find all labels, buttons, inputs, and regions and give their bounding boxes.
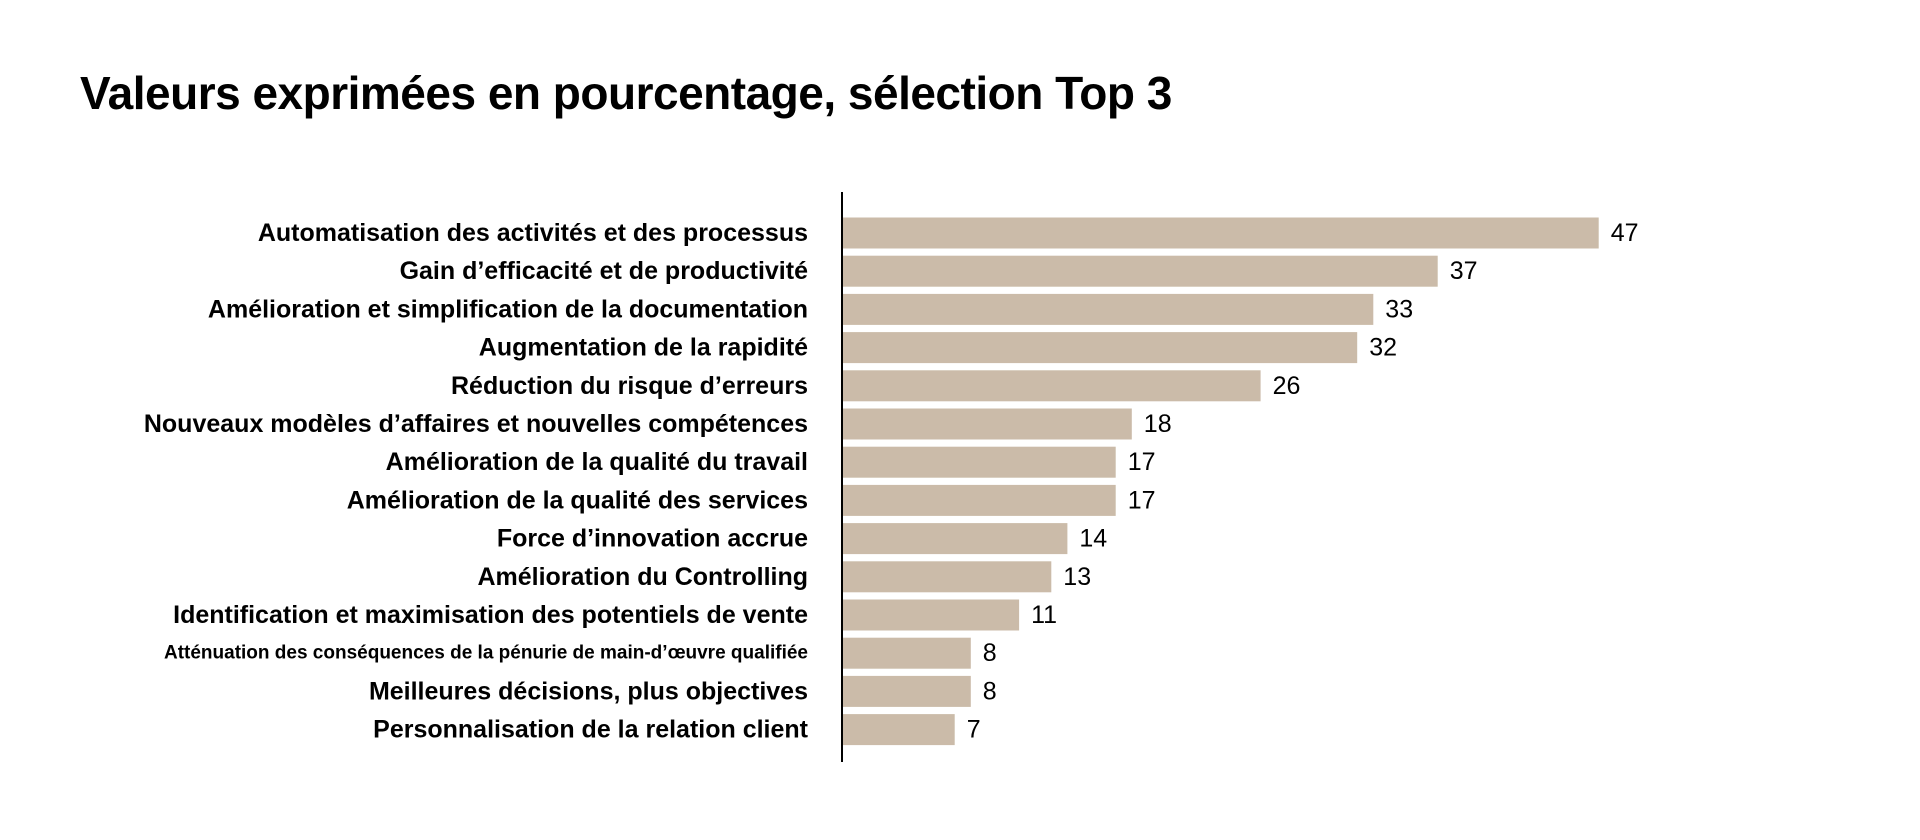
- category-labels-group: Automatisation des activités et des proc…: [144, 219, 809, 744]
- category-label: Personnalisation de la relation client: [373, 716, 809, 744]
- bar: [842, 714, 955, 746]
- bar: [842, 637, 971, 669]
- category-label: Amélioration et simplification de la doc…: [208, 295, 808, 323]
- category-label: Automatisation des activités et des proc…: [258, 219, 808, 247]
- bar: [842, 217, 1599, 249]
- bar: [842, 561, 1052, 593]
- category-label: Meilleures décisions, plus objectives: [369, 677, 808, 705]
- bar: [842, 446, 1116, 478]
- value-label: 32: [1369, 334, 1397, 362]
- bar: [842, 408, 1132, 440]
- category-label: Force d’innovation accrue: [497, 525, 808, 553]
- bar: [842, 484, 1116, 516]
- value-label: 8: [983, 639, 997, 667]
- bar: [842, 675, 971, 707]
- category-label: Nouveaux modèles d’affaires et nouvelles…: [144, 410, 808, 438]
- bar: [842, 293, 1374, 325]
- bar: [842, 370, 1261, 402]
- bar: [842, 332, 1358, 364]
- category-label: Gain d’efficacité et de productivité: [400, 257, 809, 285]
- value-label: 17: [1128, 486, 1156, 514]
- category-label: Réduction du risque d’erreurs: [451, 372, 808, 400]
- value-label: 7: [967, 716, 981, 744]
- value-label: 11: [1031, 601, 1057, 629]
- bar: [842, 255, 1438, 287]
- value-label: 8: [983, 677, 997, 705]
- category-label: Augmentation de la rapidité: [479, 334, 808, 362]
- value-label: 14: [1079, 525, 1107, 553]
- value-label: 33: [1385, 295, 1413, 323]
- value-label: 37: [1450, 257, 1478, 285]
- value-label: 18: [1144, 410, 1172, 438]
- category-label: Amélioration de la qualité des services: [347, 486, 808, 514]
- category-label: Identification et maximisation des poten…: [173, 601, 808, 629]
- value-label: 47: [1611, 219, 1639, 247]
- chart-title: Valeurs exprimées en pourcentage, sélect…: [80, 67, 1172, 119]
- category-label: Atténuation des conséquences de la pénur…: [164, 643, 808, 664]
- value-label: 13: [1063, 563, 1091, 591]
- category-label: Amélioration de la qualité du travail: [386, 448, 808, 476]
- bar: [842, 599, 1020, 631]
- value-label: 17: [1128, 448, 1156, 476]
- bars-group: [842, 217, 1599, 746]
- value-label: 26: [1273, 372, 1301, 400]
- bar: [842, 523, 1068, 555]
- category-label: Amélioration du Controlling: [477, 563, 808, 591]
